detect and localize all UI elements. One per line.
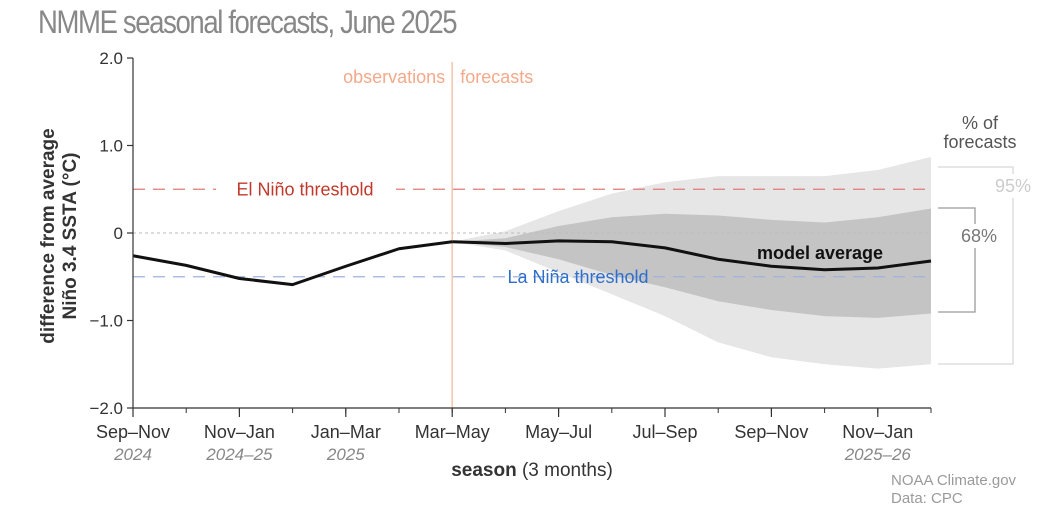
y-tick-label: 0: [114, 224, 123, 243]
y-tick-label: 1.0: [99, 137, 123, 156]
legend-68-bg: [955, 224, 999, 248]
x-tick-label: Mar–May: [415, 422, 490, 442]
legend-title-line1: % of: [962, 113, 999, 133]
x-tick-label: Nov–Jan: [204, 422, 275, 442]
legend-95-bg: [990, 174, 1036, 198]
model-average-line: [452, 239, 932, 272]
y-tick-label: −2.0: [89, 399, 123, 418]
legend-label-68: 68%: [961, 226, 997, 246]
x-tick-label: Sep–Nov: [734, 422, 808, 442]
x-tick-label: Nov–Jan: [842, 422, 913, 442]
x-axis-title-rest: (3 months): [517, 460, 613, 481]
credit-source: NOAA Climate.gov: [891, 472, 1017, 489]
la-nina-threshold-label: La Niña threshold: [507, 267, 648, 287]
x-tick-label: Jan–Mar: [311, 422, 381, 442]
legend-title-line2: forecasts: [943, 132, 1016, 152]
y-tick-label: 2.0: [99, 49, 123, 68]
y-axis-title: difference from average Niño 3.4 SSTA (°C…: [38, 128, 81, 343]
x-tick-year: 2024: [113, 445, 152, 464]
x-axis-title-bold: season: [451, 460, 516, 481]
x-tick-label: Jul–Sep: [632, 422, 697, 442]
legend-label-95: 95%: [995, 176, 1031, 196]
el-nino-threshold-label: El Niño threshold: [236, 179, 373, 199]
x-tick-year: 2025–26: [844, 445, 912, 464]
observed-line: [132, 240, 453, 287]
legend-bracket-95: [938, 166, 1014, 365]
x-tick-label: May–Jul: [525, 422, 592, 442]
legend-bracket-68: [938, 207, 976, 313]
credit-data: Data: CPC: [891, 490, 963, 507]
y-axis-title-line1: difference from average: [38, 128, 59, 343]
el-nino-label-bg: [216, 177, 396, 202]
x-axis-title: season (3 months): [451, 460, 613, 481]
y-tick-label: −1.0: [89, 312, 123, 331]
chart-title: NMME seasonal forecasts, June 2025: [38, 4, 458, 40]
model-average-label: model average: [757, 243, 883, 263]
y-axis-title-line2: Niño 3.4 SSTA (°C): [60, 153, 81, 320]
x-tick-year: 2025: [326, 445, 365, 464]
x-tick-year: 2024–25: [205, 445, 273, 464]
band-68-percent: [452, 208, 931, 318]
observations-label: observations: [343, 67, 445, 87]
x-tick-label: Sep–Nov: [96, 422, 170, 442]
forecasts-label: forecasts: [460, 67, 533, 87]
